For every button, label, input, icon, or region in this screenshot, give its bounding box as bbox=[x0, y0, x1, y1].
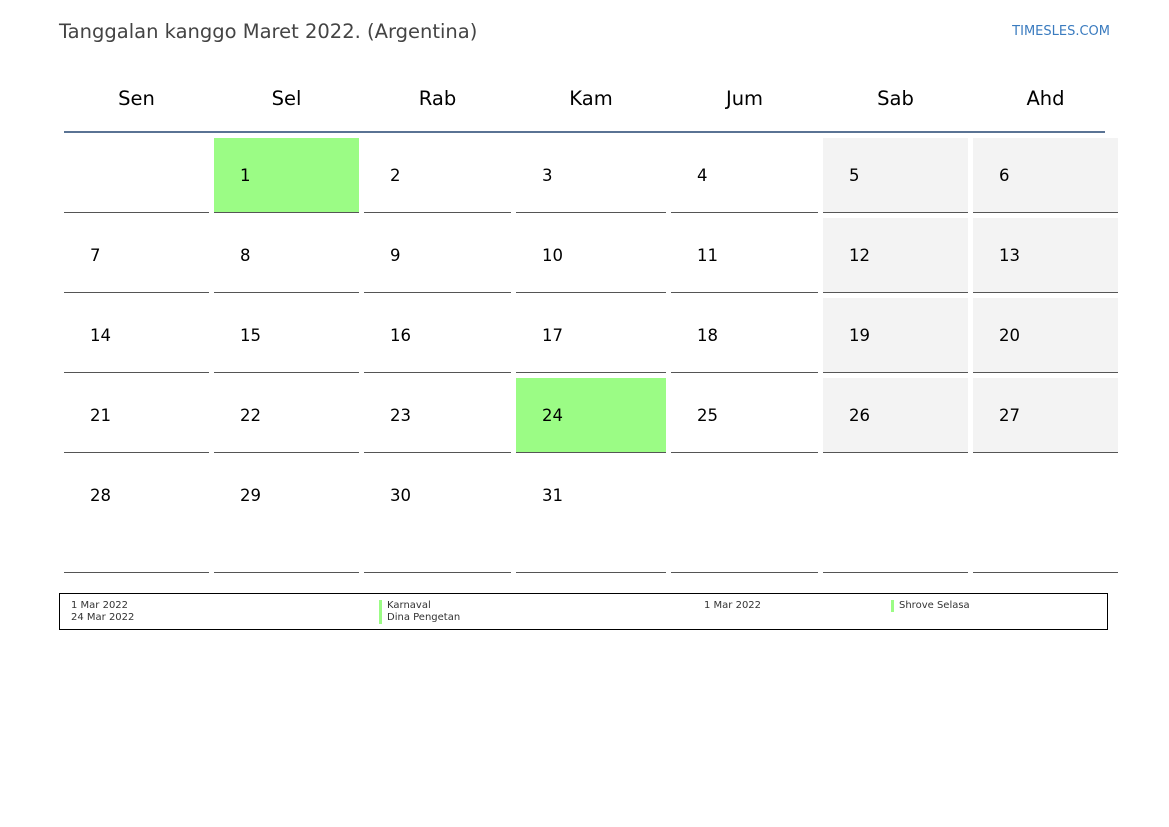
weekday-thu: Kam bbox=[569, 87, 613, 110]
day-number: 4 bbox=[697, 166, 708, 185]
day-number: 16 bbox=[390, 326, 411, 345]
day-cell: 7 bbox=[64, 218, 209, 293]
day-cell: 11 bbox=[671, 218, 818, 293]
day-cell: 24 bbox=[516, 378, 666, 453]
day-number: 6 bbox=[999, 166, 1010, 185]
weekday-header-row: Sen Sel Rab Kam Jum Sab Ahd bbox=[64, 78, 1105, 133]
day-number: 28 bbox=[90, 486, 111, 505]
day-cell: 1 bbox=[214, 138, 359, 213]
day-cell: 19 bbox=[823, 298, 968, 373]
day-number: 17 bbox=[542, 326, 563, 345]
day-number: 8 bbox=[240, 246, 251, 265]
day-number: 25 bbox=[697, 406, 718, 425]
weekday-fri: Jum bbox=[725, 87, 764, 110]
week-row: 21 22 23 24 25 26 27 bbox=[64, 378, 1118, 453]
day-number: 14 bbox=[90, 326, 111, 345]
day-number: 13 bbox=[999, 246, 1020, 265]
legend-holiday-name: Dina Pengetan bbox=[379, 612, 460, 624]
legend-holiday-name: Karnaval bbox=[379, 600, 431, 612]
day-cell: 22 bbox=[214, 378, 359, 453]
day-cell bbox=[671, 458, 818, 573]
legend-date: 1 Mar 2022 bbox=[71, 600, 129, 611]
day-cell: 30 bbox=[364, 458, 511, 573]
day-number: 27 bbox=[999, 406, 1020, 425]
legend-holiday-name: Shrove Selasa bbox=[891, 600, 970, 612]
day-cell: 17 bbox=[516, 298, 666, 373]
day-cell: 23 bbox=[364, 378, 511, 453]
day-number: 22 bbox=[240, 406, 261, 425]
weekday-mon: Sen bbox=[118, 87, 155, 110]
day-number: 10 bbox=[542, 246, 563, 265]
day-number: 24 bbox=[542, 406, 563, 425]
weekday-sat: Sab bbox=[877, 87, 914, 110]
day-number: 19 bbox=[849, 326, 870, 345]
day-cell: 20 bbox=[973, 298, 1118, 373]
legend-date: 1 Mar 2022 bbox=[704, 600, 762, 611]
day-number: 31 bbox=[542, 486, 563, 505]
day-number: 15 bbox=[240, 326, 261, 345]
day-cell: 27 bbox=[973, 378, 1118, 453]
weekday-tue: Sel bbox=[271, 87, 302, 110]
day-cell: 26 bbox=[823, 378, 968, 453]
day-cell: 9 bbox=[364, 218, 511, 293]
day-number: 12 bbox=[849, 246, 870, 265]
day-cell: 15 bbox=[214, 298, 359, 373]
day-cell: 12 bbox=[823, 218, 968, 293]
day-cell: 16 bbox=[364, 298, 511, 373]
week-row: 28 29 30 31 bbox=[64, 458, 1118, 573]
day-number: 18 bbox=[697, 326, 718, 345]
day-number: 21 bbox=[90, 406, 111, 425]
day-number: 2 bbox=[390, 166, 401, 185]
day-cell: 10 bbox=[516, 218, 666, 293]
day-number: 9 bbox=[390, 246, 401, 265]
weekday-sun: Ahd bbox=[1026, 87, 1065, 110]
day-cell: 2 bbox=[364, 138, 511, 213]
day-number: 26 bbox=[849, 406, 870, 425]
day-number: 20 bbox=[999, 326, 1020, 345]
day-cell: 31 bbox=[516, 458, 666, 573]
legend-date: 24 Mar 2022 bbox=[71, 612, 135, 623]
week-row: 1 2 3 4 5 6 bbox=[64, 138, 1118, 213]
weekday-wed: Rab bbox=[418, 87, 457, 110]
day-cell: 4 bbox=[671, 138, 818, 213]
day-cell: 28 bbox=[64, 458, 209, 573]
day-number: 23 bbox=[390, 406, 411, 425]
day-number: 3 bbox=[542, 166, 553, 185]
site-link[interactable]: TIMESLES.COM bbox=[1012, 24, 1110, 39]
day-cell bbox=[64, 138, 209, 213]
day-cell: 29 bbox=[214, 458, 359, 573]
day-cell: 25 bbox=[671, 378, 818, 453]
day-cell: 13 bbox=[973, 218, 1118, 293]
day-cell: 8 bbox=[214, 218, 359, 293]
day-cell: 6 bbox=[973, 138, 1118, 213]
week-row: 7 8 9 10 11 12 13 bbox=[64, 218, 1118, 293]
day-number: 11 bbox=[697, 246, 718, 265]
day-number: 7 bbox=[90, 246, 101, 265]
day-number: 30 bbox=[390, 486, 411, 505]
day-number: 1 bbox=[240, 166, 251, 185]
page-title: Tanggalan kanggo Maret 2022. (Argentina) bbox=[59, 20, 478, 43]
calendar-grid: Sen Sel Rab Kam Jum Sab Ahd 1 2 3 4 5 6 … bbox=[64, 78, 1118, 573]
week-row: 14 15 16 17 18 19 20 bbox=[64, 298, 1118, 373]
day-cell: 21 bbox=[64, 378, 209, 453]
day-number: 5 bbox=[849, 166, 860, 185]
day-cell: 3 bbox=[516, 138, 666, 213]
holiday-legend: 1 Mar 2022 24 Mar 2022 Karnaval Dina Pen… bbox=[59, 593, 1108, 630]
day-cell bbox=[823, 458, 968, 573]
day-number: 29 bbox=[240, 486, 261, 505]
day-cell bbox=[973, 458, 1118, 573]
day-cell: 18 bbox=[671, 298, 818, 373]
day-cell: 14 bbox=[64, 298, 209, 373]
day-cell: 5 bbox=[823, 138, 968, 213]
